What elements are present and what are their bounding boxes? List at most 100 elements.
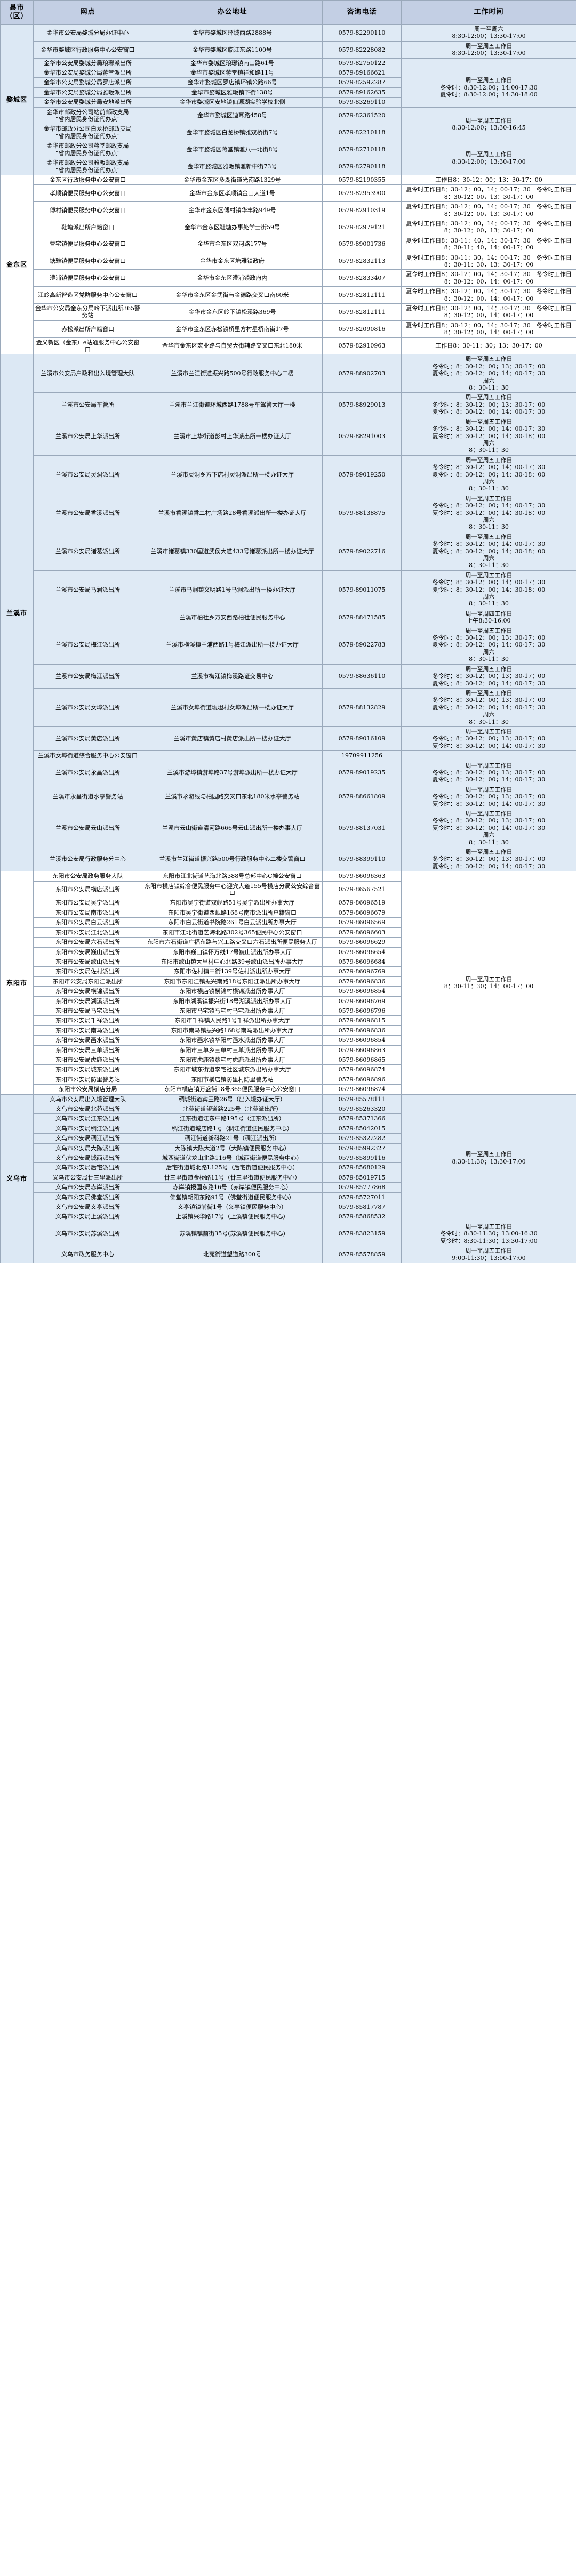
office-address: 廿三里街道金桥路11号（廿三里街道便民服务中心） (142, 1172, 323, 1183)
table-row: 东阳市公安局横店派出所 东阳市横店镇综合便民服务中心迎宾大道155号横店分局公安综… (1, 881, 576, 899)
site-name: 金华市婺城区行政服务中心公安窗口 (33, 41, 142, 59)
office-address: 东阳市马宅镇马宅村马宅派出所办事大厅 (142, 1005, 323, 1016)
working-hours: 周一至周五工作日 8:30-11:30；13:30-17:00 (401, 1094, 576, 1222)
office-address: 东阳市南马镇振兴路168号南马派出所办事大厅 (142, 1025, 323, 1036)
site-name: 兰溪市永昌街道水亭警务站 (33, 784, 142, 810)
site-name: 兰溪市公安局诸葛派出所 (33, 531, 142, 571)
working-hours: 周一至周五工作日 冬令时：8：30-12：00；14：00-17：30 夏令时：8：… (401, 455, 576, 494)
site-name: 义乌市公安局江东派出所 (33, 1113, 142, 1124)
table-row: 曹宅镇便民服务中心公安窗口 金华市金东区双河路177号 0579-89001736 夏… (1, 235, 576, 253)
office-address: 兰溪市柏社乡万安西路柏社便民服务中心 (142, 608, 323, 626)
table-row: 金华市邮政分公司白龙桥邮政支局 “省内居民身份证代办点” 金华市婺城区白龙桥镇雅双桥… (1, 124, 576, 142)
office-address: 金华市金东区澧浦镇政府内 (142, 269, 323, 287)
site-name: 兰溪市女埠街道综合服务中心公安窗口 (33, 750, 142, 761)
site-name: 金义新区（金东）e站通服务中心公安窗口 (33, 337, 142, 355)
site-name: 金华市邮政分公司白龙桥邮政支局 “省内居民身份证代办点” (33, 124, 142, 142)
table-row: 兰溪市公安局行政服务分中心 兰溪市兰江街道振兴路500号行政服务中心二楼交警窗口 0… (1, 847, 576, 872)
contact-phone: 0579-82812111 (322, 286, 402, 304)
contact-phone: 0579-86096836 (322, 976, 402, 987)
table-row: 东阳市公安局巍山派出所 东阳市巍山镇怀万线17号巍山派出所办事大厅 0579-860… (1, 947, 576, 957)
contact-phone: 0579-82361520 (322, 107, 402, 125)
working-hours: 周一至周五工作日 8:30-12:00；13:30-17:00 (401, 41, 576, 59)
table-row: 义乌市公安局廿三里派出所 廿三里街道金桥路11号（廿三里街道便民服务中心） 0579… (1, 1172, 576, 1183)
site-name: 东阳市公安局南市派出所 (33, 907, 142, 918)
contact-phone: 0579-86096863 (322, 1045, 402, 1055)
contact-phone: 0579-86096854 (322, 986, 402, 997)
table-row: 傅村镇便民服务中心公安窗口 金华市金东区傅村镇华丰路949号 0579-829103… (1, 201, 576, 219)
contact-phone: 0579-86096874 (322, 1084, 402, 1095)
table-row: 义乌市 义乌市公安局出入境管理大队 稠城街道宾王路26号（出入境办证大厅） 0579-… (0, 1094, 576, 1263)
office-address: 金华市金东区岭下镇松溪路369号 (142, 303, 323, 321)
table-row: 兰溪市公安局车管所 兰溪市兰江街道环城西路1788号车驾管大厅一楼 0579-889… (1, 392, 576, 417)
contact-phone: 0579-89011075 (322, 570, 402, 609)
table-row: 金华市公安局金东分局岭下派出所365警务站 金华市金东区岭下镇松溪路369号 057… (1, 303, 576, 321)
site-name: 兰溪市公安局黄店派出所 (33, 726, 142, 752)
site-name: 义乌市政务服务中心 (33, 1246, 142, 1263)
contact-phone: 0579-89022716 (322, 531, 402, 571)
table-row: 东阳市公安局南市派出所 东阳市吴宁街道西岘路168号南市派出所户籍窗口 0579-8… (1, 907, 576, 918)
table-row: 东阳市公安局南马派出所 东阳市南马镇振兴路168号南马派出所办事大厅 0579-86… (1, 1025, 576, 1036)
table-row: 兰溪市公安局诸葛派出所 兰溪市诸葛镇330国道武侯大道433号诸葛派出所一楼办证大… (1, 531, 576, 571)
table-row: 兰溪市公安局黄店派出所 兰溪市黄店镇黄店村黄店派出所一楼办证大厅 0579-8901… (1, 726, 576, 752)
working-hours: 周一至周五工作日 冬令时：8：30-12：00；14：00-17：30 夏令时：8：… (401, 416, 576, 456)
site-name: 金华市邮政分公司雅畈邮政支局 “省内居民身份证代办点” (33, 158, 142, 175)
office-address: 东阳市吴宁街道双岘路51号吴宁派出所办事大厅 (142, 898, 323, 908)
site-name: 塘雅镇便民服务中心公安窗口 (33, 252, 142, 270)
office-address: 金华市婺城区迪耳路458号 (142, 107, 323, 125)
table-row: 东阳市公安局横锦派出所 东阳市横店镇横锦村横锦派出所办事大厅 0579-860968… (1, 986, 576, 997)
site-name: 澧浦镇便民服务中心公安窗口 (33, 269, 142, 287)
site-name: 东阳市公安局画水派出所 (33, 1035, 142, 1046)
contact-phone: 0579-88137031 (322, 808, 402, 848)
table-row: 东阳市公安局湖溪派出所 东阳市湖溪镇振兴街18号湖溪派出所办事大厅 0579-860… (1, 996, 576, 1006)
contact-phone: 0579-88291003 (322, 416, 402, 456)
office-address: 金华市婺城区雅畈镇雅新中街73号 (142, 158, 323, 175)
office-address: 东阳市吴宁街道西岘路168号南市派出所户籍窗口 (142, 907, 323, 918)
office-address: 金华市金东区金武街与金德路交叉口南60米 (142, 286, 323, 304)
office-address: 赤岸镇报国东路16号（赤岸镇便民服务中心） (142, 1182, 323, 1193)
site-name: 东阳市公安局三单派出所 (33, 1045, 142, 1055)
table-row: 兰溪市公安局香溪派出所 兰溪市香溪镇香二村广场路28号香溪派出所一楼办证大厅 057… (1, 493, 576, 532)
column-header-hours: 工作时间 (401, 0, 576, 25)
contact-phone: 0579-86096629 (322, 937, 402, 948)
site-name: 兰溪市公安局香溪派出所 (33, 493, 142, 532)
office-address: 上溪镇兴华路17号（上溪镇便民服务中心） (142, 1212, 323, 1222)
site-name: 东阳市公安局防里警务站 (33, 1074, 142, 1085)
office-address: 城西街道伏龙山北路116号（城西街道便民服务中心） (142, 1153, 323, 1164)
table-row: 赤松派出所户籍窗口 金华市金东区赤松镇桥里方村星桥南街17号 0579-820908… (1, 320, 576, 338)
office-address: 东阳市白云街道书院路261号白云派出所办事大厅 (142, 917, 323, 928)
site-name: 兰溪市公安局永昌派出所 (33, 760, 142, 785)
table-row: 塘雅镇便民服务中心公安窗口 金华市金东区塘雅镇政府 0579-82832113 夏令时… (1, 252, 576, 270)
site-name: 东阳市公安局横店分局 (33, 1084, 142, 1095)
site-name: 兰溪市公安局灵洞派出所 (33, 455, 142, 494)
table-row: 金华市公安局婺城分局琅琊派出所 金华市婺城区琅琊镇南山路61号 0579-82750… (1, 58, 576, 69)
contact-phone: 0579-89166621 (322, 68, 402, 78)
table-row: 东阳市公安局白云派出所 东阳市白云街道书院路261号白云派出所办事大厅 0579-8… (1, 917, 576, 928)
contact-phone: 0579-85322282 (322, 1133, 402, 1144)
office-address: 金华市金东区宏业路与自贸大街辅路交叉口东北180米 (142, 337, 323, 355)
contact-phone: 0579-82290110 (322, 24, 402, 42)
office-address: 东阳市六石街道广福东路与兴工路交叉口六石派出所便民服务大厅 (142, 937, 323, 948)
office-address: 兰溪市香溪镇香二村广场路28号香溪派出所一楼办证大厅 (142, 493, 323, 532)
office-address: 兰溪市上华街道彭村上华派出所一楼办证大厅 (142, 416, 323, 456)
table-row: 东阳市公安局吴宁派出所 东阳市吴宁街道双岘路51号吴宁派出所办事大厅 0579-86… (1, 898, 576, 908)
site-name: 东阳市公安局横锦派出所 (33, 986, 142, 997)
office-address: 金华市婺城区琅琊镇南山路61号 (142, 58, 323, 69)
table-row: 东阳市公安局马宅派出所 东阳市马宅镇马宅村马宅派出所办事大厅 0579-860967… (1, 1005, 576, 1016)
contact-phone: 0579-85042015 (322, 1123, 402, 1134)
table-row: 义乌市公安局江东派出所 江东街道江东中路195号（江东派出所） 0579-85371… (1, 1113, 576, 1124)
office-address: 兰溪市女埠街道垷坦村女埠派出所一楼办证大厅 (142, 688, 323, 727)
office-address (142, 750, 323, 761)
site-name: 金华市公安局婺城分局蒋堂派出所 (33, 68, 142, 78)
table-row: 东阳市公安局画水派出所 东阳市画水镇华阳村画水派出所办事大厅 0579-860968… (1, 1035, 576, 1046)
working-hours: 夏令时工作日8：30-11：40，14：30-17：30 冬令时工作日8：30-… (401, 235, 576, 253)
site-name: 东阳市公安局虎鹿派出所 (33, 1054, 142, 1065)
site-name: 义乌市公安局稠江派出所 (33, 1123, 142, 1134)
site-name: 东阳市公安局吴宁派出所 (33, 898, 142, 908)
table-row: 兰溪市公安局云山派出所 兰溪市云山街道清河路666号云山派出所一楼办事大厅 0579… (1, 808, 576, 848)
header-row: 县市 （区） 网点 办公地址 咨询电话 工作时间 (0, 0, 576, 25)
table-row: 鞋塘派出所户籍窗口 金华市金东区鞋塘办事处学士街59号 0579-82979121 夏… (1, 218, 576, 236)
contact-phone: 0579-86096815 (322, 1015, 402, 1026)
working-hours: 周一至周五工作日 冬令时：8：30-12：00；13：30-17：00 夏令时：8：… (401, 664, 576, 689)
contact-phone: 0579-85992327 (322, 1143, 402, 1154)
site-name: 义乌市公安局义亭派出所 (33, 1202, 142, 1213)
